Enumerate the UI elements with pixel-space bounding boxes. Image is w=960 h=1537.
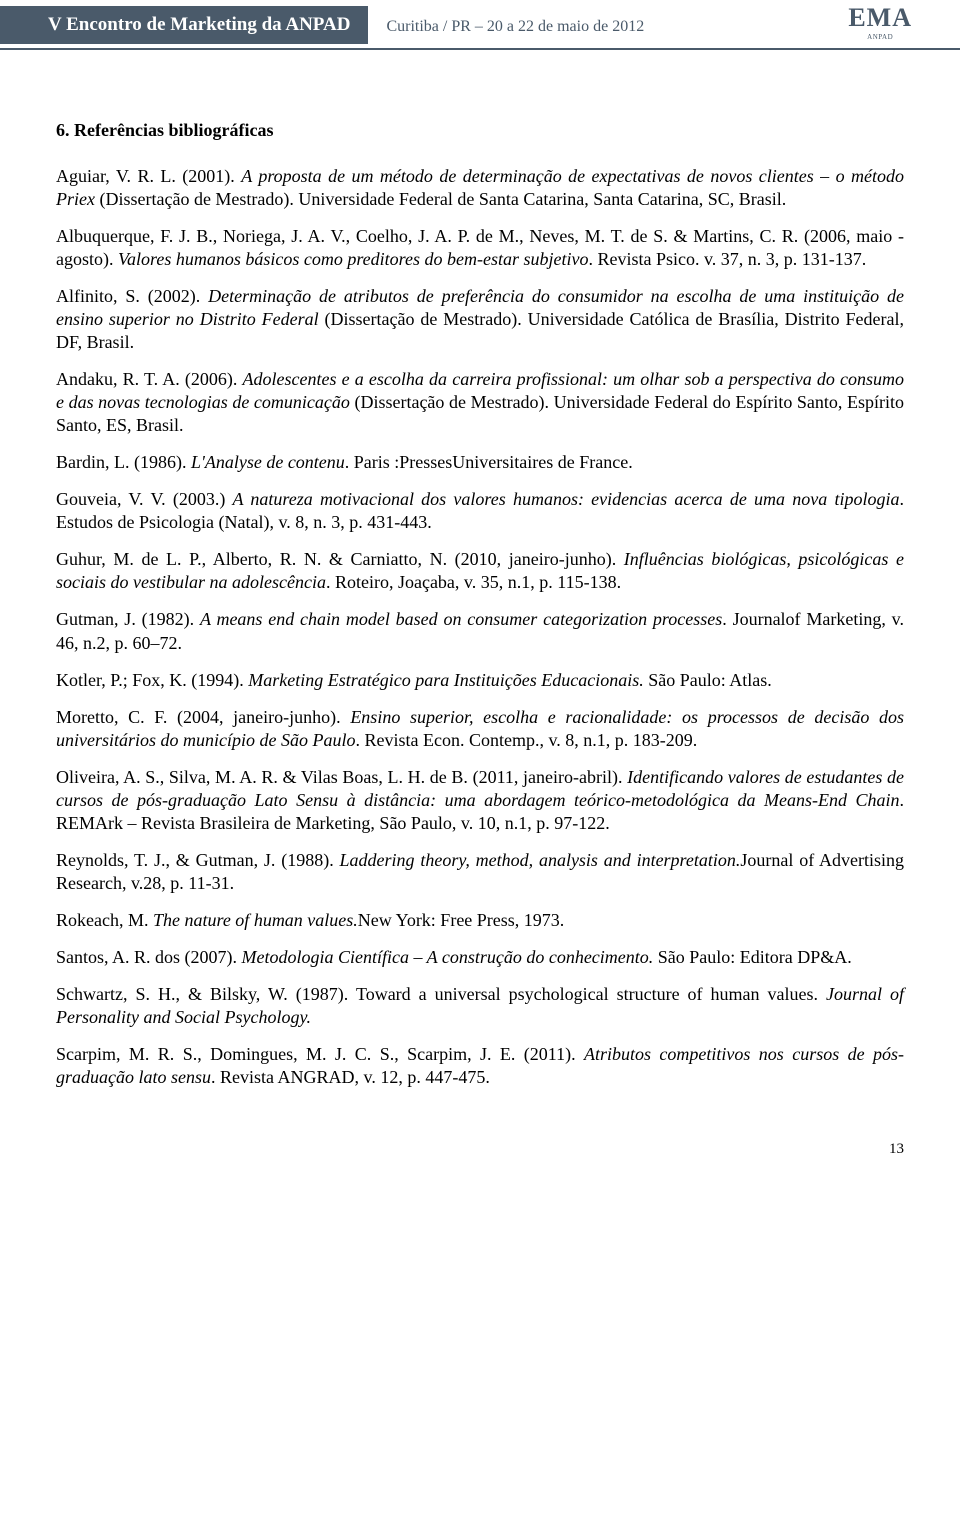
ref-text: Rokeach, M.	[56, 910, 153, 930]
ref-title-italic: Valores humanos básicos como preditores …	[118, 249, 588, 269]
ref-text: Aguiar, V. R. L. (2001).	[56, 166, 241, 186]
reference-entry: Kotler, P.; Fox, K. (1994). Marketing Es…	[56, 669, 904, 692]
reference-entry: Scarpim, M. R. S., Domingues, M. J. C. S…	[56, 1043, 904, 1089]
ref-title-italic: A means end chain model based on consume…	[200, 609, 722, 629]
ref-title-italic: L'Analyse de contenu	[191, 452, 345, 472]
ref-text: Gouveia, V. V. (2003.)	[56, 489, 233, 509]
ref-title-italic: A natureza motivacional dos valores huma…	[233, 489, 900, 509]
reference-entry: Gouveia, V. V. (2003.) A natureza motiva…	[56, 488, 904, 534]
page-header: V Encontro de Marketing da ANPAD Curitib…	[0, 0, 960, 50]
reference-entry: Bardin, L. (1986). L'Analyse de contenu.…	[56, 451, 904, 474]
ref-text: (Dissertação de Mestrado). Universidade …	[95, 189, 786, 209]
ref-title-italic: Marketing Estratégico para Instituições …	[248, 670, 643, 690]
ref-text: São Paulo: Editora DP&A.	[653, 947, 852, 967]
reference-entry: Guhur, M. de L. P., Alberto, R. N. & Car…	[56, 548, 904, 594]
section-heading: 6. Referências bibliográficas	[56, 120, 904, 141]
reference-entry: Santos, A. R. dos (2007). Metodologia Ci…	[56, 946, 904, 969]
reference-entry: Andaku, R. T. A. (2006). Adolescentes e …	[56, 368, 904, 437]
ref-text: São Paulo: Atlas.	[644, 670, 772, 690]
ref-text: Scarpim, M. R. S., Domingues, M. J. C. S…	[56, 1044, 584, 1064]
page-number: 13	[0, 1133, 960, 1158]
reference-entry: Aguiar, V. R. L. (2001). A proposta de u…	[56, 165, 904, 211]
ref-text: . Revista Psico. v. 37, n. 3, p. 131-137…	[588, 249, 866, 269]
ref-text: Alfinito, S. (2002).	[56, 286, 208, 306]
event-location-date: Curitiba / PR – 20 a 22 de maio de 2012	[368, 8, 848, 36]
ref-text: . Roteiro, Joaçaba, v. 35, n.1, p. 115-1…	[326, 572, 621, 592]
reference-entry: Gutman, J. (1982). A means end chain mod…	[56, 608, 904, 654]
reference-entry: Albuquerque, F. J. B., Noriega, J. A. V.…	[56, 225, 904, 271]
ref-text: . Paris :PressesUniversitaires de France…	[345, 452, 633, 472]
ref-text: . Revista Econ. Contemp., v. 8, n.1, p. …	[355, 730, 697, 750]
ref-text: Santos, A. R. dos (2007).	[56, 947, 242, 967]
ref-text: Reynolds, T. J., & Gutman, J. (1988).	[56, 850, 340, 870]
reference-entry: Rokeach, M. The nature of human values.N…	[56, 909, 904, 932]
ref-text: . Revista ANGRAD, v. 12, p. 447-475.	[211, 1067, 490, 1087]
reference-entry: Moretto, C. F. (2004, janeiro-junho). En…	[56, 706, 904, 752]
ref-text: New York: Free Press, 1973.	[358, 910, 565, 930]
ref-text: Guhur, M. de L. P., Alberto, R. N. & Car…	[56, 549, 624, 569]
event-title: V Encontro de Marketing da ANPAD	[0, 6, 368, 44]
ref-text: Bardin, L. (1986).	[56, 452, 191, 472]
ref-text: Moretto, C. F. (2004, janeiro-junho).	[56, 707, 350, 727]
ref-title-italic: Laddering theory, method, analysis and i…	[340, 850, 741, 870]
ref-text: Oliveira, A. S., Silva, M. A. R. & Vilas…	[56, 767, 627, 787]
page-body: 6. Referências bibliográficas Aguiar, V.…	[0, 50, 960, 1133]
reference-entry: Reynolds, T. J., & Gutman, J. (1988). La…	[56, 849, 904, 895]
logo-block: EMA ANPAD	[848, 3, 960, 41]
ref-text: Andaku, R. T. A. (2006).	[56, 369, 243, 389]
reference-entry: Schwartz, S. H., & Bilsky, W. (1987). To…	[56, 983, 904, 1029]
ref-text: Schwartz, S. H., & Bilsky, W. (1987). To…	[56, 984, 826, 1004]
ref-text: Kotler, P.; Fox, K. (1994).	[56, 670, 248, 690]
ema-logo-subtext: ANPAD	[867, 33, 893, 41]
reference-entry: Oliveira, A. S., Silva, M. A. R. & Vilas…	[56, 766, 904, 835]
ema-logo-text: EMA	[848, 3, 912, 33]
ref-text: Gutman, J. (1982).	[56, 609, 200, 629]
ref-title-italic: The nature of human values.	[153, 910, 358, 930]
reference-entry: Alfinito, S. (2002). Determinação de atr…	[56, 285, 904, 354]
ref-title-italic: Metodologia Científica – A construção do…	[242, 947, 654, 967]
